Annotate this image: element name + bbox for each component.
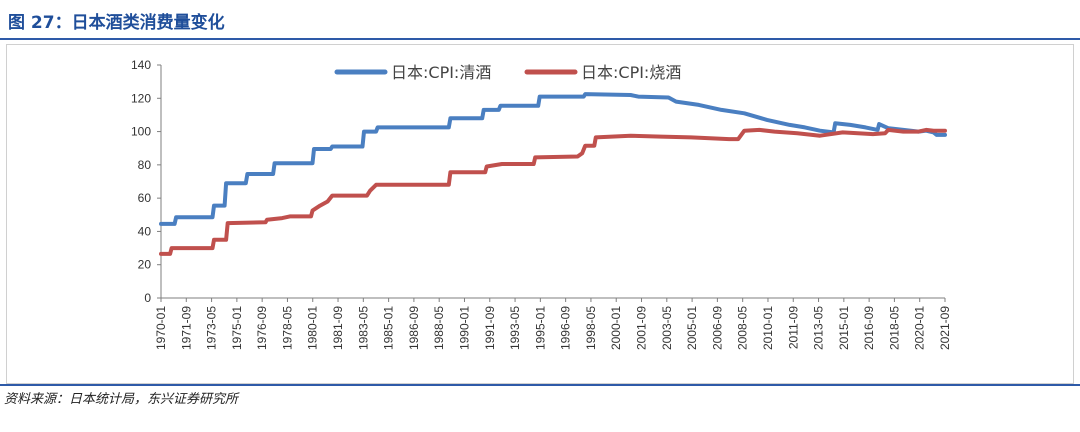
x-tick-label: 1978-05 (280, 306, 294, 350)
x-tick-label: 2005-01 (685, 306, 699, 350)
y-tick-label: 40 (138, 224, 152, 238)
x-tick-label: 1991-09 (483, 306, 497, 350)
x-tick-label: 1996-09 (559, 306, 573, 350)
x-tick-label: 1998-05 (584, 306, 598, 350)
x-tick-label: 1985-01 (382, 306, 396, 350)
x-tick-label: 1975-01 (230, 306, 244, 350)
y-tick-label: 80 (138, 158, 152, 172)
x-tick-label: 1993-05 (508, 306, 522, 350)
x-tick-label: 2006-09 (710, 306, 724, 350)
x-tick-label: 2016-09 (862, 306, 876, 350)
y-tick-label: 20 (138, 258, 152, 272)
x-tick-label: 1973-05 (205, 306, 219, 350)
x-tick-label: 2001-09 (635, 306, 649, 350)
title-bar: 图 27：日本酒类消费量变化 (0, 0, 1080, 38)
series-line-1 (159, 92, 947, 226)
x-tick-label: 2013-05 (812, 306, 826, 350)
y-tick-label: 120 (131, 91, 151, 105)
x-tick-label: 2021-09 (938, 306, 952, 350)
x-tick-label: 1988-05 (432, 306, 446, 350)
x-tick-label: 1981-09 (331, 306, 345, 350)
x-tick-label: 2010-01 (761, 306, 775, 350)
x-tick-label: 2003-05 (660, 306, 674, 350)
x-tick-label: 1986-09 (407, 306, 421, 350)
x-tick-label: 1995-01 (533, 306, 547, 350)
legend-label-1: 日本:CPI:清酒 (391, 63, 491, 82)
x-tick-label: 1983-05 (356, 306, 370, 350)
legend-label-2: 日本:CPI:烧酒 (581, 63, 681, 82)
x-tick-label: 1971-09 (179, 306, 193, 350)
x-tick-label: 2011-09 (786, 306, 800, 349)
x-tick-label: 1976-09 (255, 306, 269, 350)
x-tick-label: 1970-01 (154, 306, 168, 350)
x-tick-label: 2020-01 (913, 306, 927, 350)
bottom-rule (0, 384, 1080, 386)
line-chart: 0 20 40 60 80 100 120 140 1970-01 1971-09 1973-05 1… (131, 58, 952, 350)
x-tick-label: 1990-01 (457, 306, 471, 350)
y-tick-label: 0 (144, 291, 151, 305)
x-tick-label: 2000-01 (609, 306, 623, 350)
chart-frame: 0 20 40 60 80 100 120 140 1970-01 1971-09 1973-05 1… (6, 44, 1074, 384)
source-note: 资料来源：日本统计局，东兴证券研究所 (4, 392, 239, 407)
x-tick-label: 2015-01 (837, 306, 851, 350)
y-tick-label: 60 (138, 191, 152, 205)
y-tick-label: 100 (131, 125, 151, 139)
x-tick-label: 2018-05 (887, 306, 901, 350)
y-tick-label: 140 (131, 58, 151, 72)
x-tick-label: 1980-01 (306, 306, 320, 350)
series-line-2 (159, 127, 947, 256)
title-rule (0, 38, 1080, 40)
figure-title: 图 27：日本酒类消费量变化 (8, 13, 225, 33)
x-tick-label: 2008-05 (736, 306, 750, 350)
